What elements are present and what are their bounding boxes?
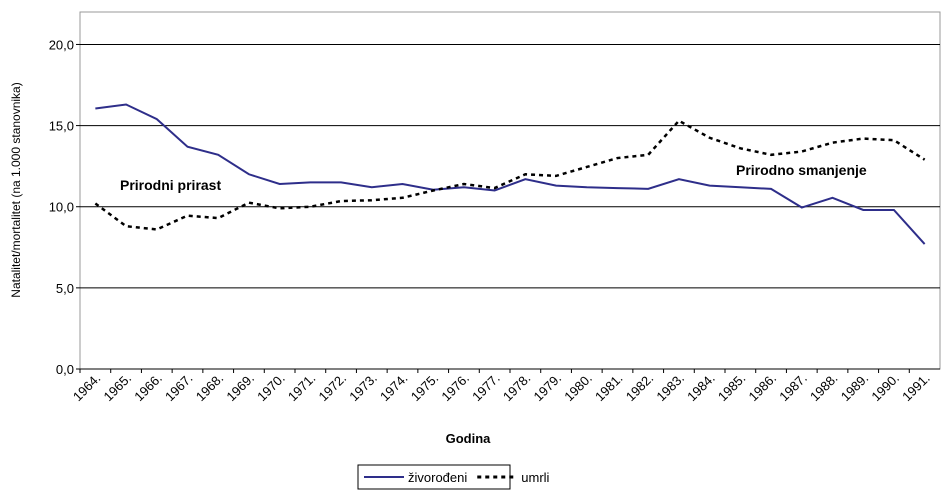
x-tick-label: 1965. [101,371,135,405]
x-tick-label: 1974. [377,371,411,405]
x-tick-label: 1985. [715,371,749,405]
x-tick-label: 1991. [899,371,933,405]
x-tick-label: 1986. [746,371,780,405]
x-tick-label: 1988. [807,371,841,405]
x-tick-label: 1982. [623,371,657,405]
x-tick-label: 1969. [223,371,257,405]
y-tick-label: 15,0 [49,119,74,134]
plot-area [79,11,941,370]
y-tick-label: 0,0 [56,362,74,377]
y-tick-label: 5,0 [56,281,74,296]
legend-label: umrli [521,470,549,485]
x-tick-label: 1977. [469,371,503,405]
x-tick-label: 1979. [531,371,565,405]
legend-label: živorođeni [408,470,467,485]
y-tick-label: 10,0 [49,200,74,215]
x-tick-label: 1966. [131,371,165,405]
x-tick-label: 1967. [162,371,196,405]
x-tick-label: 1983. [653,371,687,405]
x-tick-label: 1968. [193,371,227,405]
x-tick-label: 1984. [684,371,718,405]
y-axis-title: Natalitet/mortalitet (na 1.000 stanovnik… [9,82,23,297]
x-tick-label: 1976. [438,371,472,405]
x-tick-label: 1973. [346,371,380,405]
x-axis-title: Godina [446,431,492,446]
annotation: Prirodni prirast [120,177,221,193]
x-tick-label: 1989. [838,371,872,405]
series-line [94,119,926,231]
x-tick-label: 1975. [408,371,442,405]
x-tick-label: 1978. [500,371,534,405]
annotation: Prirodno smanjenje [736,162,867,178]
series-line [95,103,926,245]
x-tick-label: 1972. [316,371,350,405]
x-tick-label: 1964. [70,371,104,405]
y-tick-label: 20,0 [49,37,74,52]
x-tick-label: 1990. [868,371,902,405]
x-tick-label: 1981. [592,371,626,405]
x-tick-label: 1980. [561,371,595,405]
x-tick-label: 1987. [776,371,810,405]
x-tick-label: 1971. [285,371,319,405]
x-tick-label: 1970. [254,371,288,405]
